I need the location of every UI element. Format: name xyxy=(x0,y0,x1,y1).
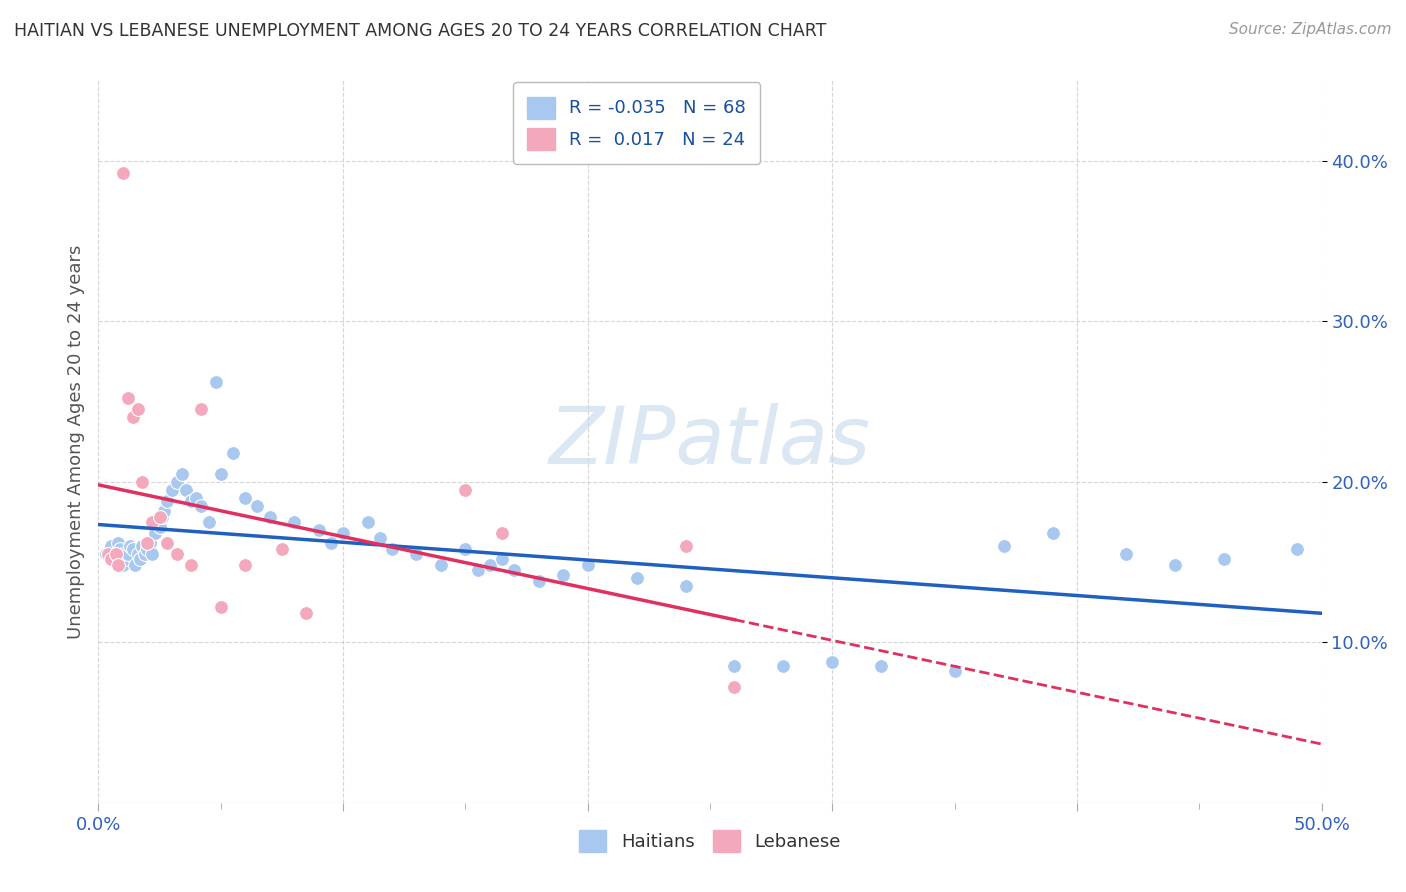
Point xyxy=(107,535,129,549)
Point xyxy=(104,555,127,569)
Point xyxy=(127,547,149,561)
Point xyxy=(233,558,256,573)
Point xyxy=(491,526,513,541)
Point xyxy=(1042,526,1064,541)
Point xyxy=(246,499,269,513)
Text: HAITIAN VS LEBANESE UNEMPLOYMENT AMONG AGES 20 TO 24 YEARS CORRELATION CHART: HAITIAN VS LEBANESE UNEMPLOYMENT AMONG A… xyxy=(14,22,827,40)
Point xyxy=(121,542,143,557)
Point xyxy=(120,539,142,553)
Point xyxy=(190,499,212,513)
Point xyxy=(233,491,256,505)
Point xyxy=(121,410,143,425)
Point xyxy=(139,535,162,549)
Point xyxy=(332,526,354,541)
Text: ZIPatlas: ZIPatlas xyxy=(548,402,872,481)
Point xyxy=(124,558,146,573)
Point xyxy=(170,467,193,481)
Point xyxy=(107,558,129,573)
Point xyxy=(129,551,152,566)
Point xyxy=(150,510,173,524)
Point xyxy=(368,531,391,545)
Point xyxy=(1115,547,1137,561)
Point xyxy=(111,558,134,573)
Point xyxy=(1212,551,1234,566)
Point xyxy=(166,547,188,561)
Point xyxy=(319,535,342,549)
Point xyxy=(186,491,208,505)
Point xyxy=(197,515,219,529)
Point xyxy=(131,539,153,553)
Point xyxy=(870,659,893,673)
Point xyxy=(114,551,136,566)
Point xyxy=(156,494,179,508)
Point xyxy=(283,515,305,529)
Point xyxy=(576,558,599,573)
Point xyxy=(308,523,330,537)
Point xyxy=(381,542,404,557)
Point xyxy=(430,558,453,573)
Point xyxy=(97,547,120,561)
Point xyxy=(180,558,202,573)
Point xyxy=(467,563,489,577)
Point xyxy=(117,547,139,561)
Point xyxy=(110,542,132,557)
Point xyxy=(176,483,198,497)
Point xyxy=(166,475,188,489)
Point xyxy=(943,664,966,678)
Point xyxy=(180,494,202,508)
Point xyxy=(143,526,166,541)
Point xyxy=(136,542,159,557)
Point xyxy=(259,510,281,524)
Point xyxy=(454,542,477,557)
Point xyxy=(205,375,228,389)
Point xyxy=(111,166,134,180)
Point xyxy=(134,547,156,561)
Point xyxy=(454,483,477,497)
Legend: Haitians, Lebanese: Haitians, Lebanese xyxy=(572,822,848,859)
Point xyxy=(527,574,550,589)
Point xyxy=(993,539,1015,553)
Point xyxy=(723,659,745,673)
Point xyxy=(356,515,378,529)
Y-axis label: Unemployment Among Ages 20 to 24 years: Unemployment Among Ages 20 to 24 years xyxy=(66,244,84,639)
Point xyxy=(149,519,172,533)
Point xyxy=(675,539,697,553)
Point xyxy=(153,503,176,517)
Point xyxy=(295,607,318,621)
Point xyxy=(1164,558,1187,573)
Point xyxy=(491,551,513,566)
Point xyxy=(405,547,427,561)
Point xyxy=(553,567,575,582)
Point xyxy=(190,402,212,417)
Point xyxy=(94,547,117,561)
Point xyxy=(160,483,183,497)
Point xyxy=(131,475,153,489)
Point xyxy=(100,539,122,553)
Point xyxy=(503,563,526,577)
Text: Source: ZipAtlas.com: Source: ZipAtlas.com xyxy=(1229,22,1392,37)
Point xyxy=(723,680,745,694)
Point xyxy=(675,579,697,593)
Point xyxy=(100,551,122,566)
Point xyxy=(156,535,179,549)
Point xyxy=(209,599,232,614)
Point xyxy=(141,515,163,529)
Point xyxy=(478,558,501,573)
Point xyxy=(270,542,294,557)
Point xyxy=(821,655,844,669)
Point xyxy=(1286,542,1309,557)
Point xyxy=(136,535,159,549)
Point xyxy=(111,547,134,561)
Point xyxy=(772,659,794,673)
Point xyxy=(141,547,163,561)
Point xyxy=(626,571,648,585)
Point xyxy=(127,402,149,417)
Point xyxy=(117,391,139,405)
Point xyxy=(209,467,232,481)
Point xyxy=(222,446,245,460)
Point xyxy=(149,510,172,524)
Point xyxy=(104,547,127,561)
